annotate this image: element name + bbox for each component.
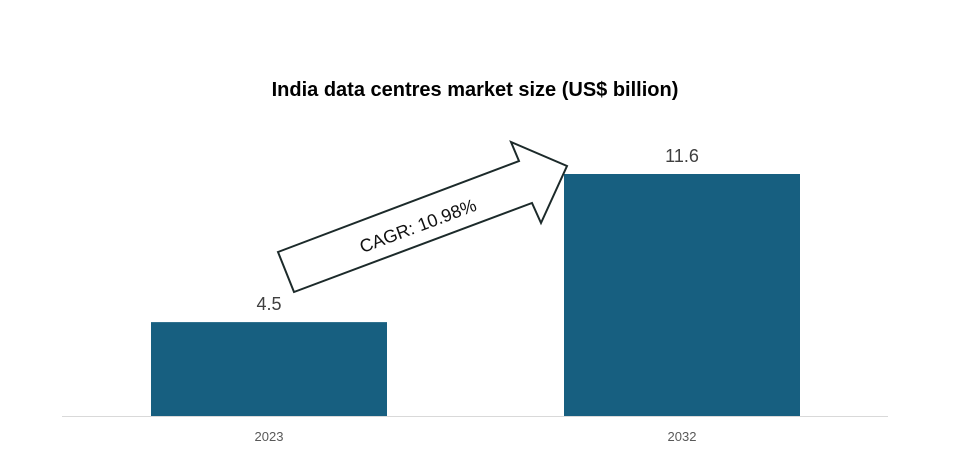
arrow-shape xyxy=(276,140,569,294)
data-label: 4.5 xyxy=(256,294,281,314)
bar-2023 xyxy=(151,322,387,416)
x-tick-label: 2023 xyxy=(255,429,284,444)
bars-group: 4.5 2023 11.6 2032 xyxy=(151,146,800,444)
data-label: 11.6 xyxy=(665,146,699,166)
chart-title: India data centres market size (US$ bill… xyxy=(272,79,679,101)
x-tick-label: 2032 xyxy=(668,429,697,444)
bar-2032 xyxy=(564,174,800,416)
cagr-arrow: CAGR: 10.98% xyxy=(276,140,569,294)
